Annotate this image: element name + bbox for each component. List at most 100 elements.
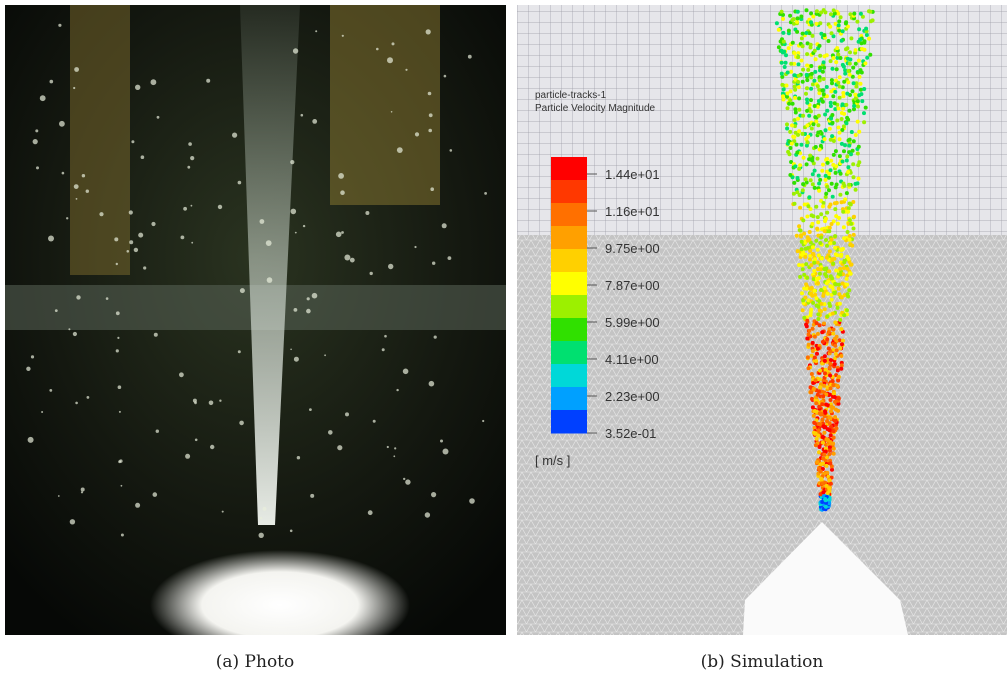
droplet <box>450 149 453 152</box>
particle <box>800 247 804 251</box>
particle <box>837 29 841 33</box>
particle <box>837 292 841 296</box>
particle <box>840 200 844 204</box>
nozzle-glare <box>150 550 410 660</box>
droplet <box>387 446 389 448</box>
particle <box>813 70 817 74</box>
particle <box>837 287 841 291</box>
particle <box>810 222 814 226</box>
droplet <box>68 328 70 330</box>
particle <box>801 267 805 271</box>
particle <box>782 87 786 91</box>
particle <box>854 182 858 186</box>
particle <box>832 139 836 143</box>
particle <box>817 182 821 186</box>
particle <box>833 344 837 348</box>
particle <box>795 143 799 147</box>
particle <box>826 280 830 284</box>
particle <box>817 99 821 103</box>
droplet <box>116 263 118 265</box>
droplet <box>431 492 436 497</box>
particle <box>816 393 820 397</box>
particle <box>806 355 810 359</box>
particle <box>818 309 822 313</box>
colorbar-label: 9.75e+00 <box>605 241 660 256</box>
particle <box>821 100 825 104</box>
particle <box>831 332 835 336</box>
particle <box>827 269 831 273</box>
particle <box>827 229 831 233</box>
particle <box>822 453 826 457</box>
droplet <box>127 250 130 253</box>
particle <box>820 169 824 173</box>
particle <box>818 21 822 25</box>
particle <box>821 418 825 422</box>
particle <box>821 457 825 461</box>
particle <box>789 62 793 66</box>
particle <box>829 89 833 93</box>
droplet <box>121 485 123 487</box>
particle <box>805 64 809 68</box>
droplet <box>365 211 369 215</box>
particle <box>836 368 840 372</box>
particle <box>830 298 834 302</box>
particle <box>846 295 850 299</box>
particle <box>805 86 809 90</box>
particle <box>810 397 814 401</box>
particle <box>813 49 817 53</box>
droplet <box>55 309 58 312</box>
particle <box>850 244 854 248</box>
particle <box>821 441 825 445</box>
droplet <box>345 412 349 416</box>
droplet <box>307 297 310 300</box>
particle <box>831 406 835 410</box>
particle <box>792 181 796 185</box>
particle <box>847 183 851 187</box>
particle <box>796 133 800 137</box>
particle <box>844 47 848 51</box>
droplet <box>267 277 273 283</box>
particle <box>811 327 815 331</box>
particle <box>805 8 809 12</box>
particle <box>845 191 849 195</box>
particle <box>788 130 792 134</box>
particle <box>838 193 842 197</box>
figure: 1.44e+011.16e+019.75e+007.87e+005.99e+00… <box>0 0 1007 680</box>
particle <box>800 240 804 244</box>
droplet <box>290 349 292 351</box>
droplet <box>403 369 409 375</box>
particle <box>816 281 820 285</box>
particle <box>837 19 841 23</box>
droplet <box>119 411 121 413</box>
colorbar-label: 2.23e+00 <box>605 389 660 404</box>
particle <box>830 182 834 186</box>
particle <box>836 12 840 16</box>
droplet <box>41 411 43 413</box>
particle <box>838 346 842 350</box>
particle <box>852 81 856 85</box>
particle <box>841 339 845 343</box>
particle <box>802 316 806 320</box>
particle <box>834 60 838 64</box>
particle <box>815 321 819 325</box>
particle <box>852 215 856 219</box>
particle <box>837 375 841 379</box>
particle <box>832 452 836 456</box>
particle <box>822 33 826 37</box>
particle <box>831 383 835 387</box>
droplet <box>36 166 39 169</box>
particle <box>843 68 847 72</box>
particle <box>833 395 837 399</box>
particle <box>829 117 833 121</box>
droplet <box>58 24 61 27</box>
particle <box>838 273 842 277</box>
droplet <box>183 207 187 211</box>
particle <box>838 318 842 322</box>
particle <box>858 75 862 79</box>
particle <box>813 335 817 339</box>
droplet <box>468 55 472 59</box>
particle <box>856 152 860 156</box>
particle <box>815 227 819 231</box>
particle <box>848 62 852 66</box>
particle <box>800 36 804 40</box>
